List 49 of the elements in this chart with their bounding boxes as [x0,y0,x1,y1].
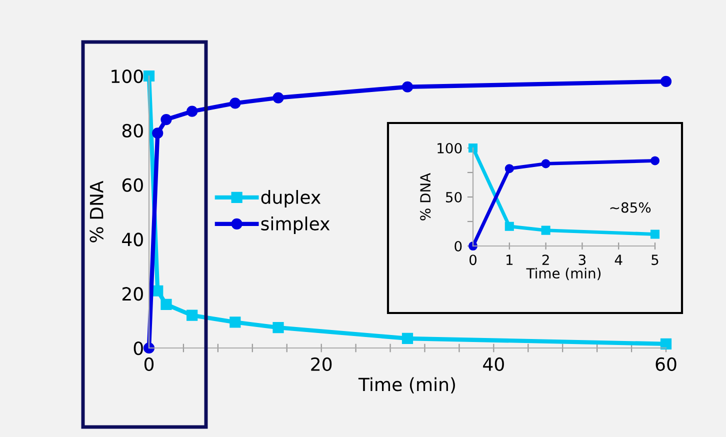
point [272,92,284,104]
point [230,98,241,109]
point [468,143,478,153]
point [541,226,550,235]
legend-label: duplex [261,190,321,208]
x-tick-label: 5 [652,254,658,266]
legend-label: simplex [261,216,330,234]
x-axis-title: Time (min) [526,268,601,280]
point [650,156,660,166]
y-tick-label: 50 [446,192,462,202]
point [402,81,414,92]
y-tick-label: 0 [134,341,143,356]
point [160,114,172,126]
x-tick-label: 40 [483,357,504,372]
x-axis-title: Time (min) [358,377,455,394]
annotation: ~85% [610,202,651,213]
point [230,316,241,328]
point [402,332,414,344]
point [152,128,164,139]
y-tick-label: 80 [122,124,143,138]
point [186,310,198,321]
y-tick-label: 100 [112,69,143,84]
point [504,164,514,174]
point [504,222,514,231]
point [143,342,155,354]
point [160,298,172,310]
point [143,70,155,82]
point [186,106,198,117]
x-tick-label: 60 [656,357,676,372]
x-tick-label: 1 [506,254,513,265]
x-tick-label: 3 [578,254,586,266]
y-axis-title: % DNA [420,173,431,220]
y-tick-label: 0 [454,240,462,252]
x-tick-label: 2 [542,254,549,265]
point [272,322,284,334]
y-tick-label: 40 [122,232,143,246]
point [660,76,672,87]
x-tick-label: 0 [144,357,154,372]
y-axis-title: % DNA [90,180,104,242]
y-tick-label: 100 [438,142,462,154]
point [541,159,550,168]
point [660,338,672,350]
x-tick-label: 0 [469,254,476,266]
point [650,230,660,239]
x-tick-label: 4 [614,254,622,265]
y-tick-label: 20 [122,287,143,301]
y-tick-label: 60 [122,178,143,192]
x-tick-label: 20 [311,357,332,372]
point [468,241,478,251]
